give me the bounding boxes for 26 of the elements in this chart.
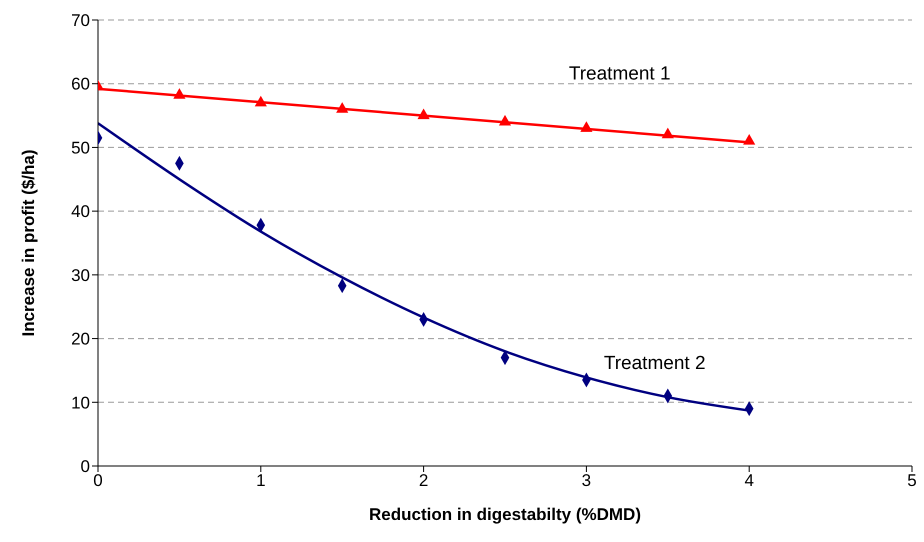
point [418,108,430,120]
x-tick-label: 0 [93,471,103,490]
point [254,96,267,106]
y-tick-label: 50 [71,138,90,158]
x-tick-label: 1 [256,471,266,490]
x-tick-label: 2 [418,471,428,490]
point [336,102,348,113]
text: Treatment 1 [568,64,671,85]
y-tick-label: 10 [71,393,90,412]
y-tick-label: 60 [71,74,90,94]
x-tick-label: 5 [907,471,917,490]
y-tick-label: 20 [71,330,90,349]
point [662,128,674,138]
x-tick-label: 4 [744,471,754,490]
x-tick-label: 3 [582,471,592,490]
y-axis-title: Increase in profit ($/ha) [19,149,38,337]
point [580,121,592,132]
x-axis-title: Reduction in digestabilty (%DMD) [369,505,641,524]
y-tick-label: 40 [71,202,90,222]
series-label: Treatment 2 [604,353,706,374]
point [743,134,756,145]
point [173,88,186,99]
y-tick-label: 70 [71,11,90,30]
point [498,114,512,126]
y-tick-label: 0 [80,457,90,476]
y-tick-label: 30 [71,266,90,285]
